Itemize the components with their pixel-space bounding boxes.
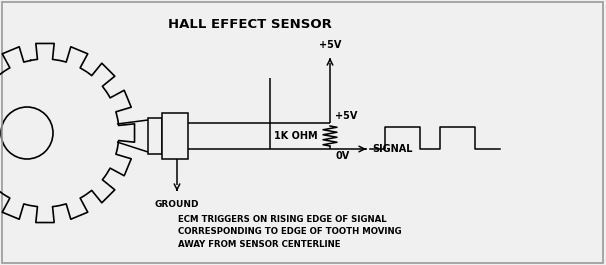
- Text: +5V: +5V: [335, 111, 358, 121]
- Bar: [162, 113, 188, 159]
- Text: 0V: 0V: [335, 151, 349, 161]
- Text: 1K OHM: 1K OHM: [275, 131, 318, 141]
- Text: HALL EFFECT SENSOR: HALL EFFECT SENSOR: [168, 18, 332, 31]
- Text: ECM TRIGGERS ON RISING EDGE OF SIGNAL
CORRESPONDING TO EDGE OF TOOTH MOVING
AWAY: ECM TRIGGERS ON RISING EDGE OF SIGNAL CO…: [178, 215, 402, 249]
- Text: GROUND: GROUND: [155, 200, 199, 209]
- Text: +5V: +5V: [319, 40, 341, 50]
- Text: SIGNAL: SIGNAL: [372, 144, 413, 154]
- Bar: [148, 118, 162, 154]
